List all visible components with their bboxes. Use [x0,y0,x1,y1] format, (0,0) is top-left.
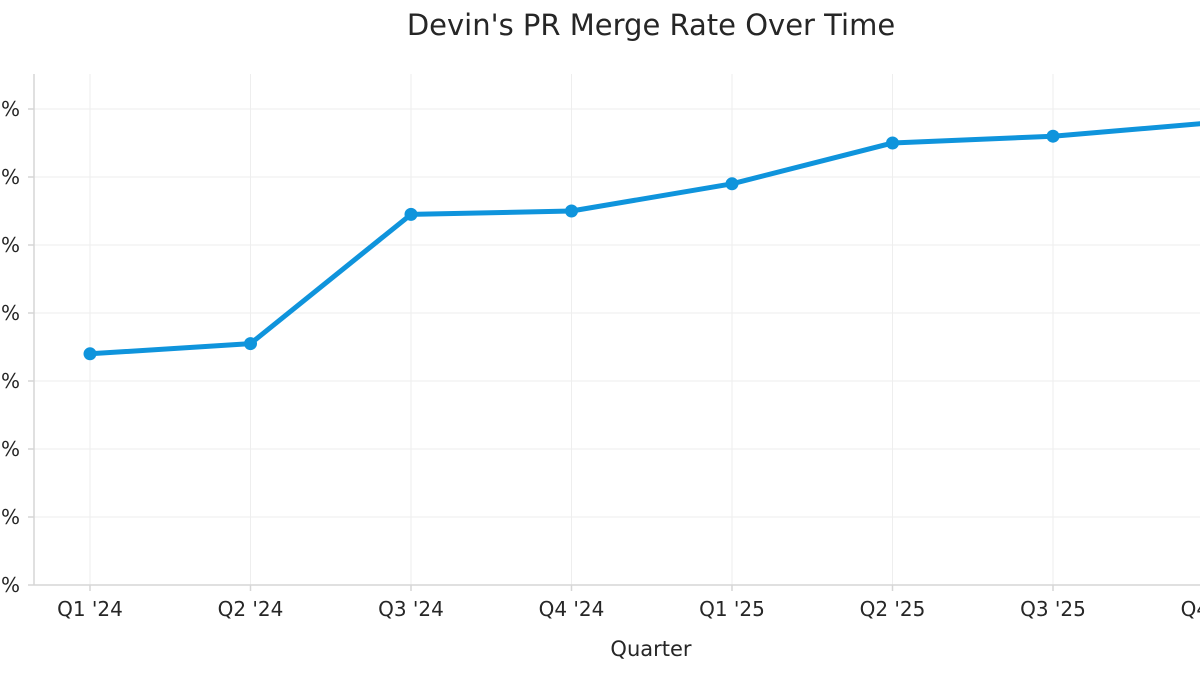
series-group [83,121,1200,361]
y-tick-label: % [1,97,20,121]
y-tick-label: % [1,369,20,393]
x-tick-label: Q3 '24 [378,597,444,621]
series-line [87,121,1200,357]
data-point [886,136,899,150]
data-point [1046,129,1060,143]
y-tick-label: % [1,573,20,597]
y-tick-label: % [1,437,20,461]
x-tick-label: Q4 '25 [1181,597,1200,621]
chart-title: Devin's PR Merge Rate Over Time [406,8,896,42]
x-tick-label: Q2 '25 [860,597,926,621]
x-tick-label: Q1 '24 [57,597,123,621]
y-tick-label: % [1,165,20,189]
x-tick-label: Q2 '24 [218,597,284,621]
data-point [244,337,257,351]
y-tick-label: % [1,505,20,529]
x-tick-label: Q1 '25 [699,597,765,621]
x-axis-label: Quarter [610,637,691,661]
y-tick-label: % [1,301,20,325]
data-point [725,177,739,191]
data-point [404,207,418,221]
axes [33,74,1200,586]
x-axis-ticks: Q1 '24 Q2 '24 Q3 '24 Q4 '24 Q1 '25 Q2 '25 Q3 '… [57,585,1200,621]
y-axis-ticks: %%%%%%%% [1,97,34,597]
data-point [83,347,97,361]
gridlines [34,74,1200,585]
data-point [565,204,578,218]
x-tick-label: Q3 '25 [1020,597,1086,621]
x-tick-label: Q4 '24 [539,597,605,621]
y-tick-label: % [1,233,20,257]
